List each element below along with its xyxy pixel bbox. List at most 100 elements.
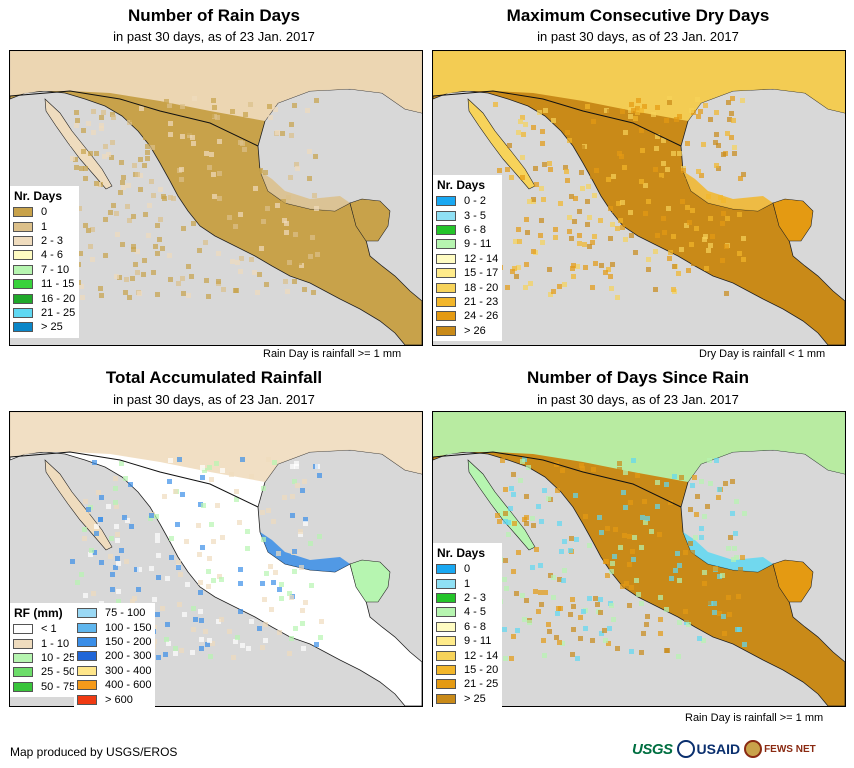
- legend-swatch: [13, 681, 33, 692]
- legend-label: 9 - 11: [464, 635, 492, 648]
- legend-swatch: [13, 279, 33, 290]
- legend-item: 21 - 25: [13, 306, 75, 320]
- legend-label: 0: [464, 563, 471, 576]
- legend-label: 21 - 25: [41, 306, 76, 319]
- legend-label: 21 - 25: [464, 678, 499, 691]
- yucatan-region: [772, 198, 814, 242]
- legend-swatch: [436, 282, 456, 293]
- legend-swatch: [13, 638, 33, 649]
- baja-peninsula: [44, 98, 113, 190]
- legend-title: Nr. Days: [437, 178, 486, 192]
- legend-item: 24 - 26: [436, 309, 498, 323]
- baja-peninsula: [467, 459, 536, 551]
- legend-swatch: [436, 210, 456, 221]
- legend-item: 2 - 3: [436, 591, 498, 605]
- legend-swatch: [13, 322, 33, 333]
- panel-title-rainfall: Total Accumulated Rainfall: [105, 368, 323, 387]
- note-rain-days: Rain Day is rainfall >= 1 mm: [263, 348, 402, 360]
- legend-swatch: [436, 268, 456, 279]
- legend-item: 15 - 20: [436, 663, 498, 677]
- panel-title-rain-days: Number of Rain Days: [128, 6, 300, 25]
- legend-swatch: [13, 235, 33, 246]
- legend-swatch: [13, 652, 33, 663]
- legend-title: RF (mm): [14, 606, 63, 620]
- legend-item: 2 - 3: [13, 234, 75, 248]
- legend-item: 3 - 5: [436, 208, 498, 222]
- legend-item: 4 - 5: [436, 605, 498, 619]
- legend-swatch: [436, 224, 456, 235]
- legend-swatch: [77, 608, 97, 619]
- legend-swatch: [13, 207, 33, 218]
- legend-label: 9 - 11: [464, 238, 492, 251]
- country-border: [433, 451, 682, 508]
- legend-swatch: [13, 624, 33, 635]
- legend-swatch: [436, 239, 456, 250]
- panel-subtitle-rainfall: in past 30 days, as of 23 Jan. 2017: [113, 392, 315, 407]
- note-days-since-rain: Rain Day is rainfall >= 1 mm: [685, 712, 824, 724]
- legend-item: 50 - 75: [13, 680, 75, 694]
- legend-label: 21 - 23: [464, 295, 499, 308]
- legend-swatch: [436, 636, 456, 647]
- legend-label: 25 - 50: [41, 666, 76, 679]
- map-credit: Map produced by USGS/EROS: [10, 745, 178, 759]
- legend-item: 100 - 150: [77, 620, 151, 634]
- legend-label: < 1: [41, 623, 57, 636]
- legend-item: 9 - 11: [436, 237, 498, 251]
- legend-label: 1: [464, 577, 471, 590]
- legend-label: 7 - 10: [41, 263, 70, 276]
- legend-swatch: [77, 651, 97, 662]
- northern-region: [433, 412, 845, 482]
- legend-label: 2 - 3: [464, 591, 487, 604]
- legend-label: 6 - 8: [464, 620, 487, 633]
- usaid-logo-text: USAID: [696, 741, 741, 757]
- yucatan-region: [349, 198, 391, 242]
- legend-item: 6 - 8: [436, 620, 498, 634]
- legend-label: 18 - 20: [464, 281, 499, 294]
- legend-swatch: [436, 296, 456, 307]
- legend-swatch: [436, 311, 456, 322]
- country-border: [433, 90, 682, 147]
- fews-net-logo: FEWS NET: [744, 740, 816, 758]
- legend-label: 12 - 14: [464, 649, 499, 662]
- legend-label: 11 - 15: [41, 278, 75, 291]
- legend-item: > 25: [436, 692, 498, 706]
- legend-label: 12 - 14: [464, 252, 499, 265]
- legend-item: 16 - 20: [13, 291, 75, 305]
- yucatan-region: [772, 559, 814, 603]
- northern-region: [433, 51, 845, 121]
- legend-swatch: [77, 665, 97, 676]
- legend-label: 4 - 5: [464, 606, 487, 619]
- legend-item: 11 - 15: [13, 277, 75, 291]
- raster-texture: [70, 96, 320, 300]
- gulf-coast-region: [683, 532, 773, 572]
- legend-label: 16 - 20: [41, 292, 76, 305]
- raster-texture: [495, 457, 747, 661]
- country-border: [10, 451, 259, 508]
- legend-label: 1 - 10: [41, 637, 70, 650]
- legend-item: 0: [13, 205, 75, 219]
- legend-label: 15 - 17: [464, 267, 499, 280]
- legend-swatch: [13, 250, 33, 261]
- gulf-coast-region: [683, 171, 773, 211]
- legend-label: > 25: [41, 321, 63, 334]
- legend-label: 0 - 2: [464, 195, 487, 208]
- legend-item: 21 - 23: [436, 295, 498, 309]
- panel-title-dry-days: Maximum Consecutive Dry Days: [506, 6, 770, 25]
- legend-item: > 600: [77, 692, 151, 706]
- gulf-coast-region: [260, 532, 350, 572]
- legend-swatch: [13, 264, 33, 275]
- legend-label: > 26: [464, 324, 486, 337]
- baja-peninsula: [467, 98, 536, 190]
- legend-item: 0: [436, 562, 498, 576]
- country-border: [10, 90, 259, 147]
- legend-item: 4 - 6: [13, 248, 75, 262]
- usaid-logo: USAID: [676, 740, 741, 758]
- legend-item: > 26: [436, 324, 498, 338]
- legend-swatch: [436, 196, 456, 207]
- legend-label: 100 - 150: [105, 621, 152, 634]
- legend-item: 12 - 14: [436, 252, 498, 266]
